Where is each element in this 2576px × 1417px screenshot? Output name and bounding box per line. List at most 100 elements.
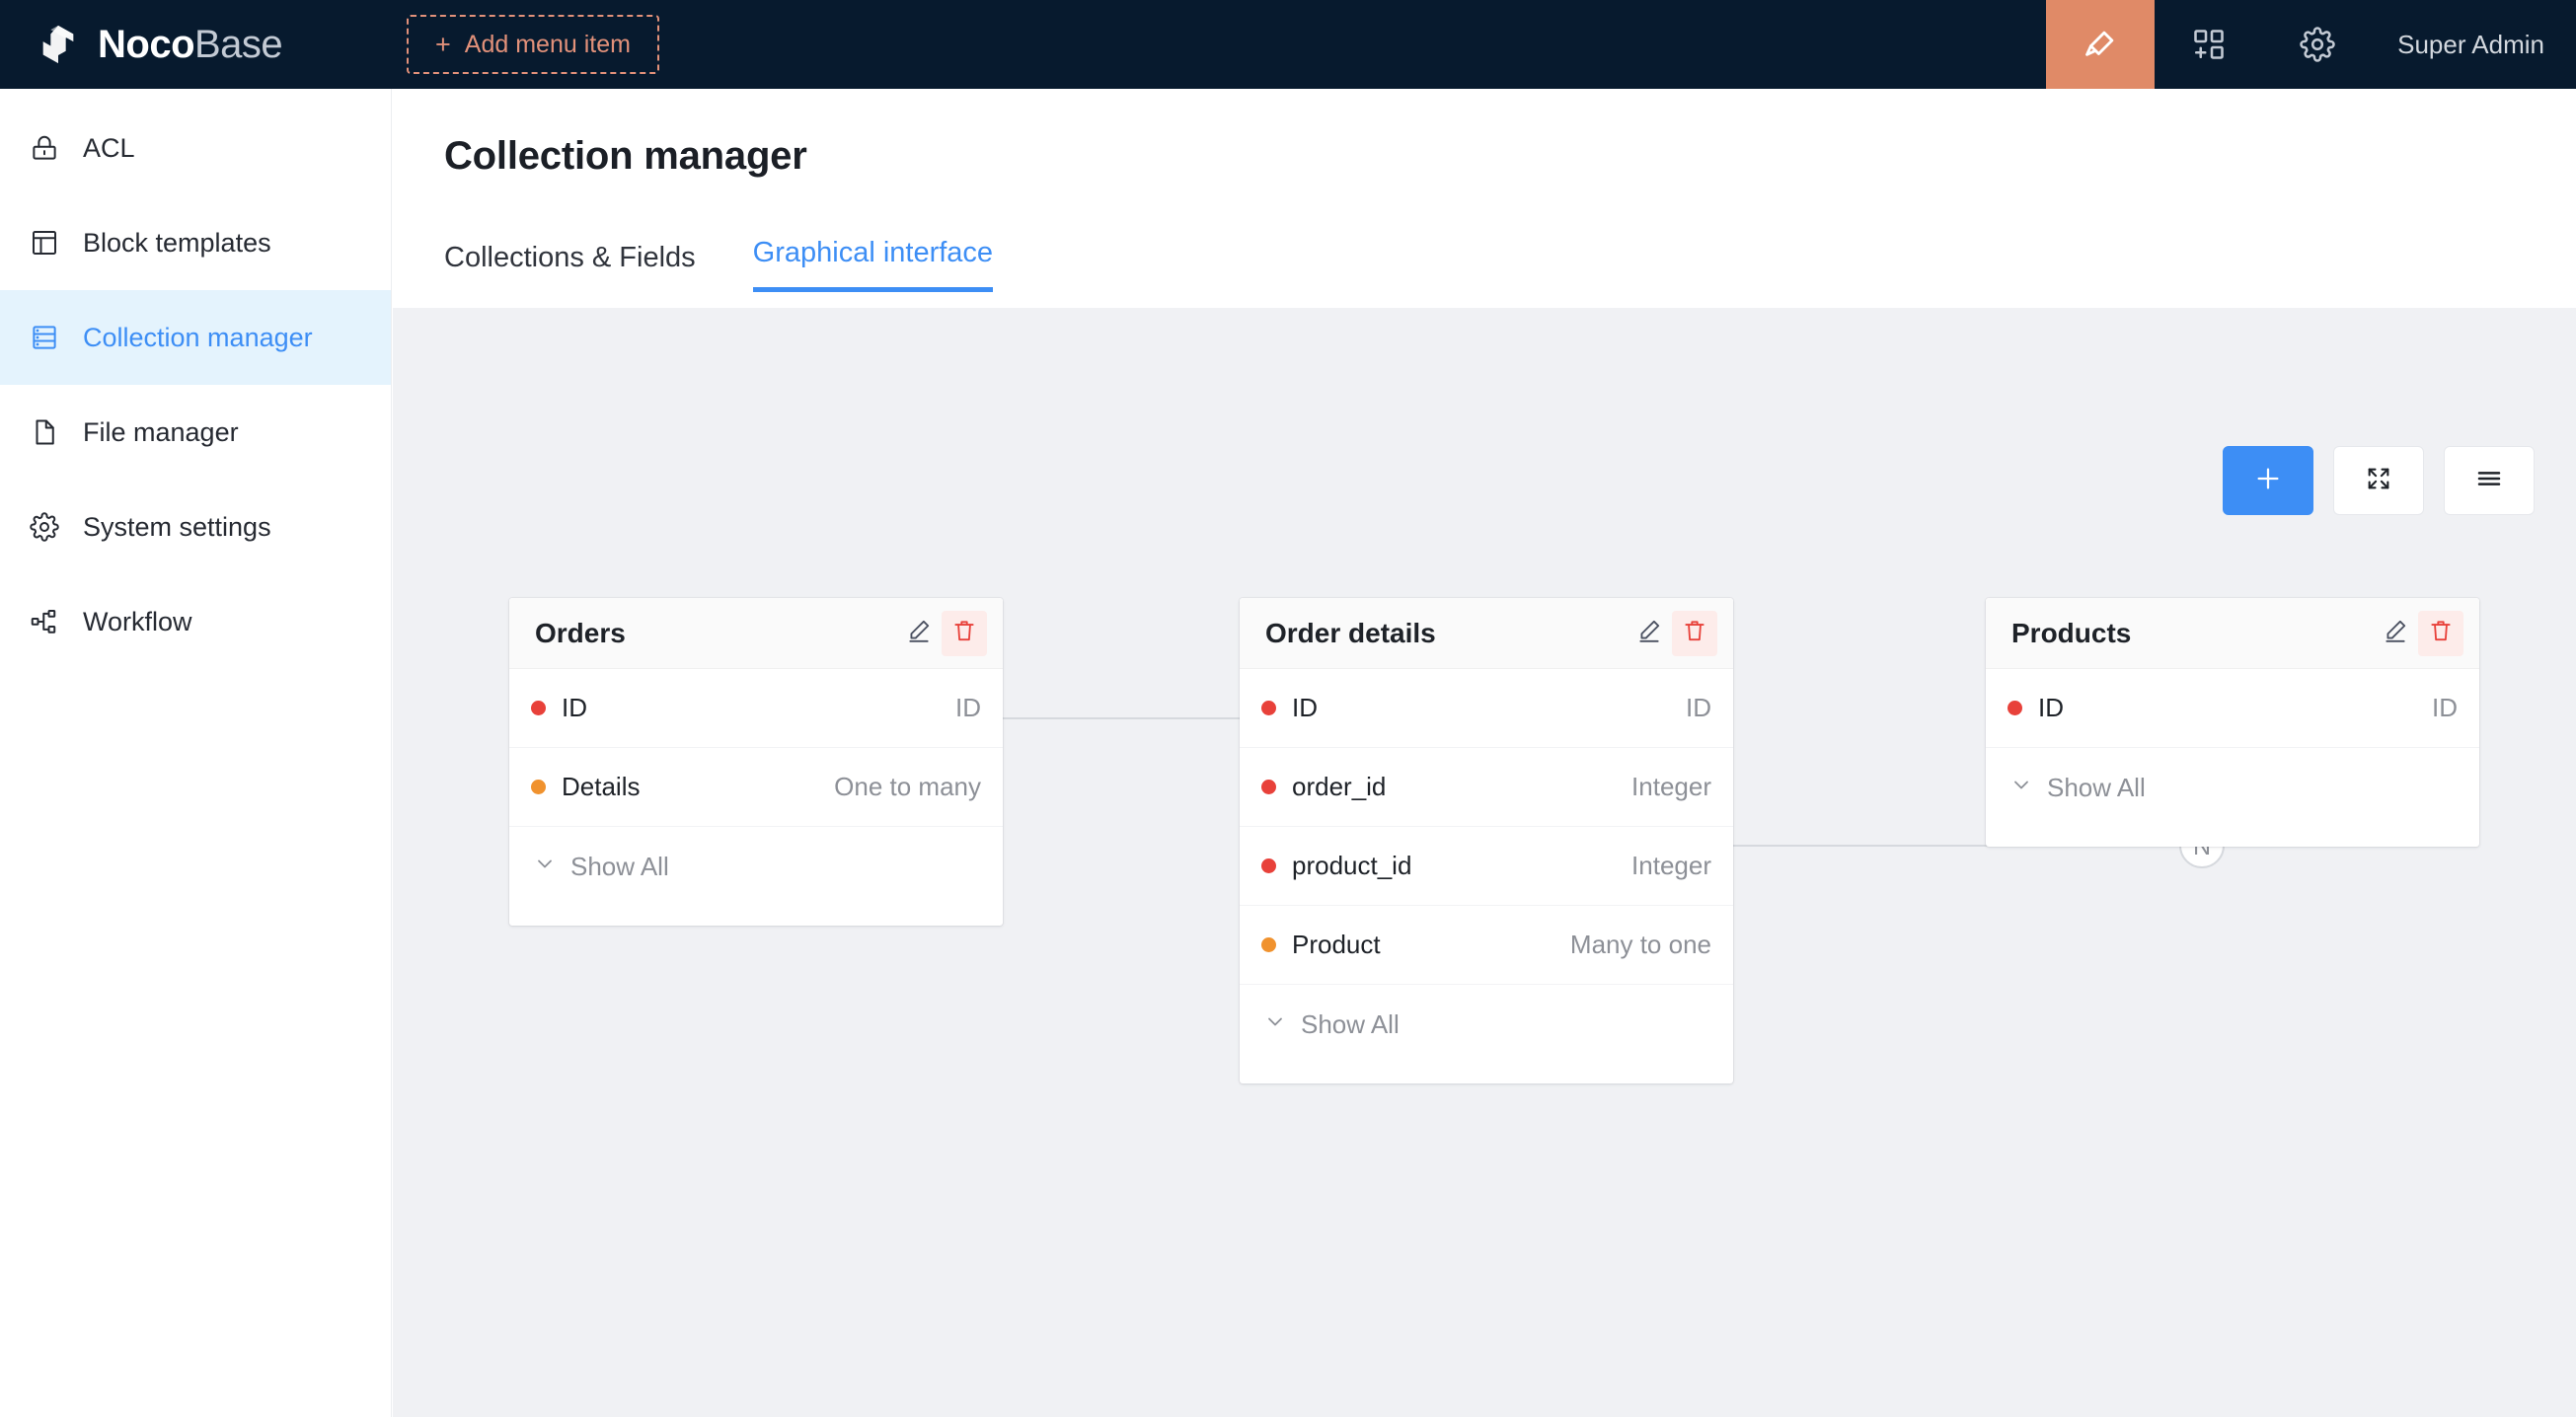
- field-row[interactable]: product_id Integer: [1240, 827, 1733, 906]
- sidebar-item-workflow[interactable]: Workflow: [0, 574, 391, 669]
- sidebar-item-system-settings[interactable]: System settings: [0, 480, 391, 574]
- show-all-label: Show All: [2047, 772, 2146, 802]
- field-type: Integer: [1631, 772, 1711, 801]
- fit-view-button[interactable]: [2333, 446, 2424, 515]
- field-name: product_id: [1292, 851, 1412, 880]
- edit-collection-button[interactable]: [1627, 611, 1672, 656]
- top-header-bar: NocoBase + Add menu item: [0, 0, 2576, 89]
- field-row[interactable]: Product Many to one: [1240, 906, 1733, 985]
- show-all-toggle[interactable]: Show All: [509, 827, 1003, 906]
- database-icon: [28, 321, 61, 354]
- user-menu[interactable]: Super Admin: [2397, 29, 2544, 59]
- pencil-icon: [2383, 618, 2408, 648]
- delete-collection-button[interactable]: [1672, 610, 1717, 656]
- field-row[interactable]: ID ID: [509, 669, 1003, 748]
- field-name: order_id: [1292, 772, 1387, 801]
- lock-icon: [28, 131, 61, 165]
- tab-bar: Collections & Fields Graphical interface: [444, 237, 994, 292]
- sidebar-item-block-templates[interactable]: Block templates: [0, 195, 391, 290]
- field-name: Details: [562, 772, 641, 801]
- brand-logo-area[interactable]: NocoBase: [0, 0, 365, 89]
- header-actions: Super Admin: [2046, 0, 2576, 89]
- sidebar: ACL Block templates Collection manager: [0, 89, 392, 1417]
- highlighter-icon-button[interactable]: [2046, 0, 2156, 89]
- relation-field-dot-icon: [531, 780, 546, 794]
- field-type: Many to one: [1569, 930, 1711, 959]
- tab-collections-and-fields[interactable]: Collections & Fields: [444, 242, 696, 273]
- brand-name: NocoBase: [98, 23, 283, 66]
- chevron-down-icon: [1263, 1009, 1287, 1040]
- gear-icon: [2300, 27, 2335, 62]
- canvas-toolbar: [2223, 446, 2535, 515]
- trash-icon: [951, 618, 977, 648]
- sidebar-item-label: ACL: [83, 132, 135, 163]
- node-bottom-padding: [1240, 1064, 1733, 1083]
- primary-key-dot-icon: [531, 701, 546, 715]
- add-menu-item-button[interactable]: + Add menu item: [407, 15, 659, 74]
- plus-icon: +: [435, 29, 451, 59]
- edit-collection-button[interactable]: [2373, 611, 2418, 656]
- collection-node-orders[interactable]: Orders: [509, 598, 1003, 926]
- delete-collection-button[interactable]: [2418, 610, 2463, 656]
- field-type: One to many: [834, 772, 981, 801]
- collection-node-order-details[interactable]: Order details: [1240, 598, 1733, 1083]
- field-name: ID: [1292, 693, 1318, 722]
- brand-name-light: Base: [194, 23, 283, 66]
- hamburger-menu-icon: [2474, 464, 2504, 498]
- gear-icon-button[interactable]: [2263, 0, 2372, 89]
- gear-icon: [28, 510, 61, 544]
- sidebar-item-label: Block templates: [83, 227, 271, 258]
- edit-collection-button[interactable]: [896, 611, 942, 656]
- nocobase-cube-logo-icon: [36, 22, 81, 67]
- field-type: ID: [955, 693, 981, 722]
- graph-canvas[interactable]: 1 N N 1: [393, 308, 2576, 1417]
- field-row[interactable]: ID ID: [1240, 669, 1733, 748]
- primary-key-dot-icon: [1261, 780, 1276, 794]
- expand-arrows-icon: [2365, 465, 2392, 497]
- sidebar-item-collection-manager[interactable]: Collection manager: [0, 290, 391, 385]
- menu-button[interactable]: [2444, 446, 2535, 515]
- node-title: Orders: [535, 617, 626, 648]
- plus-icon: [2253, 464, 2283, 498]
- node-bottom-padding: [1986, 827, 2479, 847]
- tab-graphical-interface[interactable]: Graphical interface: [752, 237, 994, 292]
- show-all-label: Show All: [1301, 1008, 1400, 1039]
- field-row[interactable]: ID ID: [1986, 669, 2479, 748]
- add-menu-item-label: Add menu item: [464, 30, 631, 58]
- layout-icon: [28, 226, 61, 260]
- chevron-down-icon: [2009, 773, 2033, 803]
- primary-key-dot-icon: [2008, 701, 2022, 715]
- node-bottom-padding: [509, 906, 1003, 926]
- add-block-icon: [2191, 27, 2227, 62]
- sidebar-item-acl[interactable]: ACL: [0, 101, 391, 195]
- node-title: Order details: [1265, 617, 1436, 648]
- field-type: Integer: [1631, 851, 1711, 880]
- sidebar-item-label: Workflow: [83, 606, 192, 636]
- collection-node-products[interactable]: Products: [1986, 598, 2479, 847]
- node-header: Products: [1986, 598, 2479, 669]
- chevron-down-icon: [533, 852, 557, 882]
- field-row[interactable]: Details One to many: [509, 748, 1003, 827]
- primary-key-dot-icon: [1261, 701, 1276, 715]
- brand-name-bold: Noco: [98, 23, 195, 66]
- show-all-toggle[interactable]: Show All: [1986, 748, 2479, 827]
- field-name: ID: [562, 693, 587, 722]
- page-title: Collection manager: [444, 134, 807, 178]
- field-type: ID: [1686, 693, 1711, 722]
- add-collection-button[interactable]: [2223, 446, 2313, 515]
- node-title: Products: [2011, 617, 2132, 648]
- sidebar-item-label: System settings: [83, 511, 271, 542]
- pencil-icon: [906, 618, 932, 648]
- file-icon: [28, 415, 61, 449]
- trash-icon: [1682, 618, 1707, 648]
- field-row[interactable]: order_id Integer: [1240, 748, 1733, 827]
- delete-collection-button[interactable]: [942, 610, 987, 656]
- sidebar-item-file-manager[interactable]: File manager: [0, 385, 391, 480]
- field-name: Product: [1292, 930, 1381, 959]
- field-name: ID: [2038, 693, 2064, 722]
- page-header: Collection manager Collections & Fields …: [393, 89, 2576, 308]
- workflow-nodes-icon: [28, 605, 61, 638]
- show-all-toggle[interactable]: Show All: [1240, 985, 1733, 1064]
- add-block-icon-button[interactable]: [2155, 0, 2263, 89]
- pencil-icon: [1636, 618, 1662, 648]
